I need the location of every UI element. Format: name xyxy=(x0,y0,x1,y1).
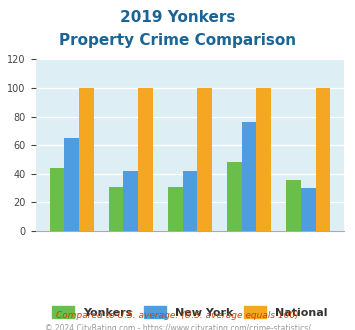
Text: 2019 Yonkers: 2019 Yonkers xyxy=(120,10,235,25)
Bar xyxy=(227,162,242,231)
Bar xyxy=(316,88,330,231)
Bar xyxy=(109,187,124,231)
Bar xyxy=(242,122,256,231)
Bar xyxy=(197,88,212,231)
Text: Property Crime Comparison: Property Crime Comparison xyxy=(59,33,296,48)
Bar xyxy=(301,188,316,231)
Bar xyxy=(64,138,79,231)
Text: Compared to U.S. average. (U.S. average equals 100): Compared to U.S. average. (U.S. average … xyxy=(56,311,299,320)
Bar xyxy=(182,171,197,231)
Bar xyxy=(256,88,271,231)
Legend: Yonkers, New York, National: Yonkers, New York, National xyxy=(48,302,332,322)
Bar xyxy=(79,88,94,231)
Text: © 2024 CityRating.com - https://www.cityrating.com/crime-statistics/: © 2024 CityRating.com - https://www.city… xyxy=(45,324,310,330)
Bar xyxy=(138,88,153,231)
Bar xyxy=(124,171,138,231)
Bar xyxy=(50,168,64,231)
Bar xyxy=(168,187,182,231)
Bar xyxy=(286,180,301,231)
